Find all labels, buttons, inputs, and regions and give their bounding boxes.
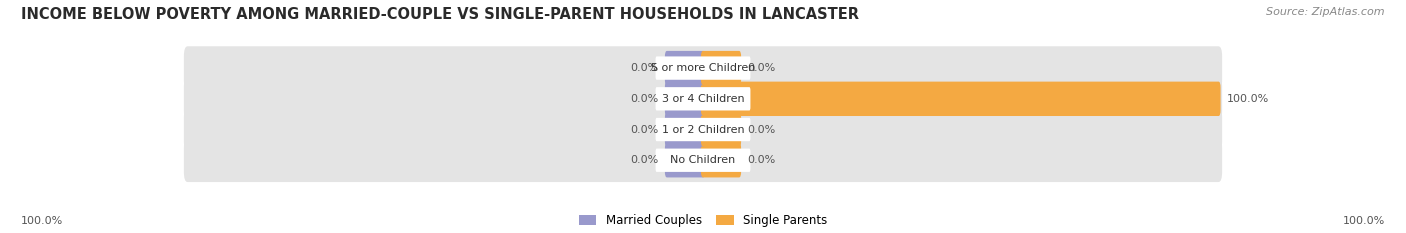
Text: 0.0%: 0.0% [748, 155, 776, 165]
FancyBboxPatch shape [665, 112, 704, 147]
Text: 0.0%: 0.0% [630, 124, 658, 134]
Text: 1 or 2 Children: 1 or 2 Children [662, 124, 744, 134]
Text: 5 or more Children: 5 or more Children [651, 63, 755, 73]
FancyBboxPatch shape [702, 112, 741, 147]
FancyBboxPatch shape [665, 51, 704, 85]
FancyBboxPatch shape [702, 143, 741, 178]
FancyBboxPatch shape [665, 143, 704, 178]
Text: 0.0%: 0.0% [630, 63, 658, 73]
FancyBboxPatch shape [655, 87, 751, 110]
Legend: Married Couples, Single Parents: Married Couples, Single Parents [579, 214, 827, 227]
Text: No Children: No Children [671, 155, 735, 165]
FancyBboxPatch shape [655, 118, 751, 141]
FancyBboxPatch shape [184, 77, 1222, 121]
Text: 100.0%: 100.0% [1343, 216, 1385, 226]
Text: 0.0%: 0.0% [748, 124, 776, 134]
Text: Source: ZipAtlas.com: Source: ZipAtlas.com [1267, 7, 1385, 17]
Text: INCOME BELOW POVERTY AMONG MARRIED-COUPLE VS SINGLE-PARENT HOUSEHOLDS IN LANCAST: INCOME BELOW POVERTY AMONG MARRIED-COUPL… [21, 7, 859, 22]
Text: 100.0%: 100.0% [21, 216, 63, 226]
Text: 0.0%: 0.0% [630, 94, 658, 104]
FancyBboxPatch shape [655, 56, 751, 80]
FancyBboxPatch shape [184, 108, 1222, 151]
Text: 100.0%: 100.0% [1227, 94, 1270, 104]
Text: 0.0%: 0.0% [630, 155, 658, 165]
Text: 3 or 4 Children: 3 or 4 Children [662, 94, 744, 104]
FancyBboxPatch shape [184, 138, 1222, 182]
FancyBboxPatch shape [184, 46, 1222, 90]
FancyBboxPatch shape [702, 51, 741, 85]
FancyBboxPatch shape [655, 149, 751, 172]
FancyBboxPatch shape [702, 82, 1220, 116]
Text: 0.0%: 0.0% [748, 63, 776, 73]
FancyBboxPatch shape [665, 82, 704, 116]
